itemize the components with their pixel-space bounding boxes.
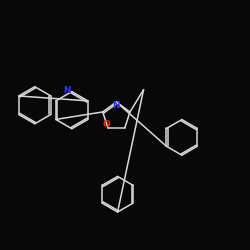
Text: N: N bbox=[112, 101, 120, 110]
Text: O: O bbox=[103, 120, 110, 129]
Text: N: N bbox=[64, 86, 71, 95]
